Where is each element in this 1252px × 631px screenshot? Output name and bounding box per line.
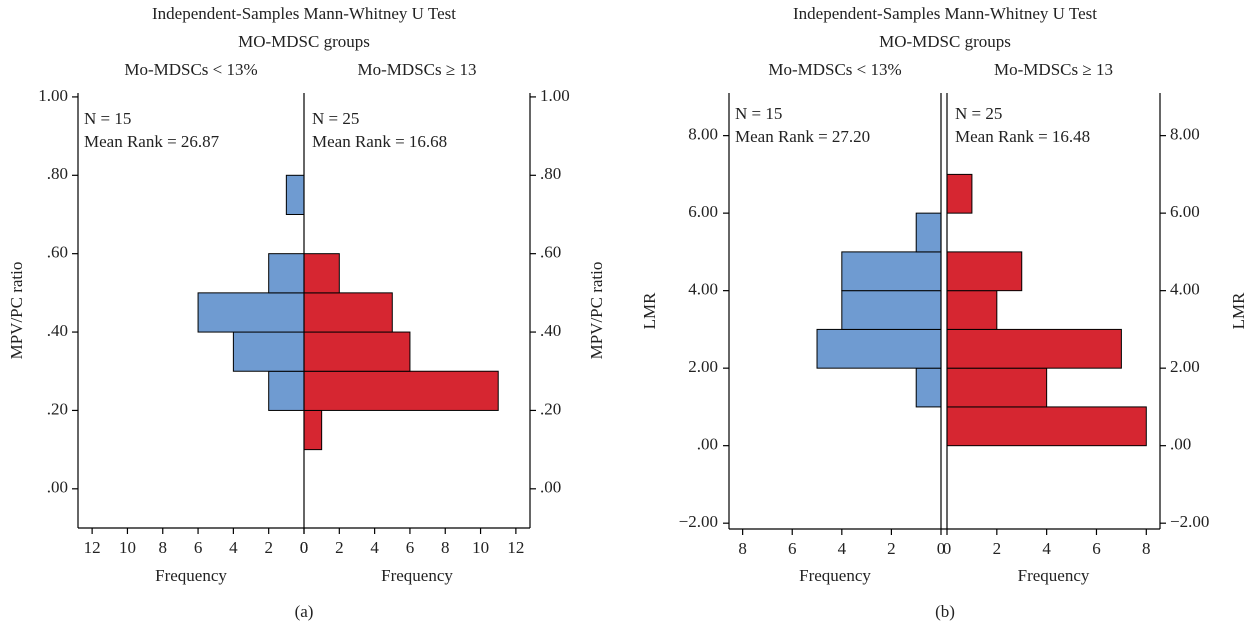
x-tick-label: 6	[1092, 539, 1101, 558]
y-tick-label: .40	[540, 321, 561, 340]
y-axis-label: MPV/PC ratio	[587, 262, 606, 360]
y-tick-label: 4.00	[688, 280, 718, 299]
y-tick-label: .00	[697, 435, 718, 454]
y-tick-label: 6.00	[688, 202, 718, 221]
y-axis-label: LMR	[640, 292, 659, 330]
y-tick-label: 1.00	[540, 86, 570, 105]
annotation: Mean Rank = 27.20	[735, 127, 870, 146]
x-tick-label: 8	[1142, 539, 1151, 558]
y-tick-label: 2.00	[688, 357, 718, 376]
y-tick-label: 8.00	[1170, 125, 1200, 144]
annotation: Mean Rank = 16.68	[312, 132, 447, 151]
y-tick-label: 8.00	[688, 125, 718, 144]
x-tick-label: 6	[406, 538, 415, 557]
panel-label: (a)	[295, 602, 314, 621]
title: Independent-Samples Mann-Whitney U Test	[152, 4, 456, 23]
annotation: N = 15	[735, 104, 782, 123]
bar	[268, 370, 305, 411]
bar	[946, 367, 1048, 408]
x-tick-label: 8	[441, 538, 450, 557]
bar	[303, 409, 323, 451]
y-tick-label: .00	[540, 478, 561, 497]
y-tick-label: .60	[47, 243, 68, 262]
bar	[946, 173, 973, 214]
x-tick-label: 0	[300, 538, 309, 557]
x-tick-label: 4	[370, 538, 379, 557]
bar	[841, 290, 942, 330]
bar	[303, 292, 393, 333]
y-tick-label: .40	[47, 321, 68, 340]
bar	[268, 253, 305, 294]
y-tick-label: 4.00	[1170, 280, 1200, 299]
x-tick-label: 10	[472, 538, 489, 557]
bar	[303, 370, 499, 411]
x-tick-label: 2	[887, 539, 896, 558]
y-tick-label: −2.00	[1170, 512, 1209, 531]
bar	[946, 328, 1122, 369]
x-axis-label: Frequency	[381, 566, 453, 585]
x-tick-label: 2	[335, 538, 344, 557]
y-tick-label: .00	[47, 478, 68, 497]
x-tick-label: 2	[993, 539, 1002, 558]
title: Independent-Samples Mann-Whitney U Test	[793, 4, 1097, 23]
bar	[816, 328, 942, 369]
y-tick-label: .00	[1170, 435, 1191, 454]
bar	[946, 406, 1147, 447]
bar	[303, 253, 340, 294]
x-tick-label: 4	[229, 538, 238, 557]
bar	[232, 331, 305, 372]
bar	[197, 292, 305, 333]
y-tick-label: 2.00	[1170, 357, 1200, 376]
panel-label: (b)	[935, 602, 955, 621]
x-tick-label: 6	[788, 539, 797, 558]
x-tick-label: 8	[738, 539, 747, 558]
annotation: N = 25	[312, 109, 359, 128]
x-tick-label: 4	[1042, 539, 1051, 558]
bar	[915, 367, 942, 408]
x-tick-label: 8	[159, 538, 168, 557]
x-axis-label: Frequency	[155, 566, 227, 585]
y-tick-label: .20	[47, 399, 68, 418]
group-label: Mo-MDSCs ≥ 13	[358, 60, 477, 79]
annotation: Mean Rank = 26.87	[84, 132, 220, 151]
y-tick-label: .80	[540, 164, 561, 183]
x-tick-label: 0	[943, 539, 952, 558]
y-tick-label: .60	[540, 243, 561, 262]
y-axis-label: MPV/PC ratio	[7, 262, 26, 360]
bar	[841, 251, 942, 292]
group-label: Mo-MDSCs < 13%	[768, 60, 901, 79]
annotation: N = 15	[84, 109, 131, 128]
x-tick-label: 2	[264, 538, 273, 557]
subtitle: MO-MDSC groups	[879, 32, 1011, 51]
bar	[303, 331, 411, 372]
y-tick-label: 6.00	[1170, 202, 1200, 221]
annotation: Mean Rank = 16.48	[955, 127, 1090, 146]
x-tick-label: 12	[507, 538, 524, 557]
y-tick-label: .20	[540, 399, 561, 418]
x-tick-label: 4	[838, 539, 847, 558]
x-tick-label: 10	[119, 538, 136, 557]
x-axis-label: Frequency	[1018, 566, 1090, 585]
y-tick-label: −2.00	[679, 512, 718, 531]
bar	[915, 212, 942, 253]
subtitle: MO-MDSC groups	[238, 32, 370, 51]
y-axis-label: LMR	[1229, 292, 1248, 330]
bar	[285, 174, 305, 215]
group-label: Mo-MDSCs ≥ 13	[994, 60, 1113, 79]
x-tick-label: 12	[84, 538, 101, 557]
y-tick-label: .80	[47, 164, 68, 183]
x-tick-label: 0	[300, 538, 309, 557]
annotation: N = 25	[955, 104, 1002, 123]
x-tick-label: 6	[194, 538, 203, 557]
bar	[946, 251, 1023, 292]
y-tick-label: 1.00	[38, 86, 68, 105]
x-axis-label: Frequency	[799, 566, 871, 585]
x-tick-label: 0	[937, 539, 946, 558]
group-label: Mo-MDSCs < 13%	[124, 60, 257, 79]
bar	[946, 290, 998, 330]
